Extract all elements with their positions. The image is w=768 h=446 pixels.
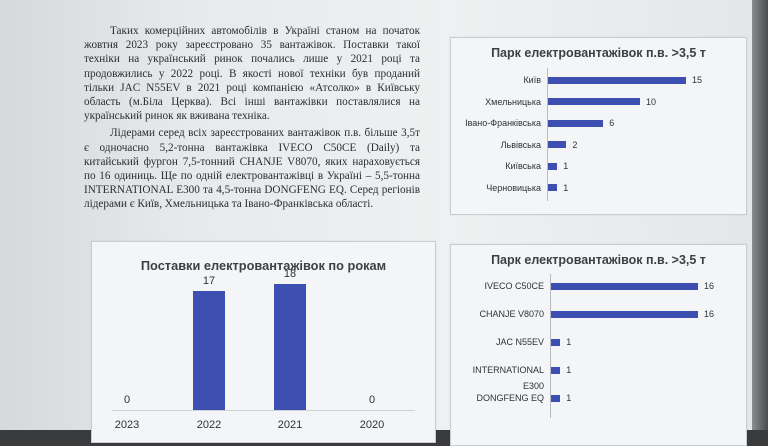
paragraph-1: Таких комерційних автомобілів в Україні … [84,25,420,123]
years-value-label: 0 [123,394,131,406]
regions-value-label: 15 [692,75,703,85]
regions-bar [548,162,558,170]
regions-chart-title: Парк електровантажівок п.в. >3,5 т [491,46,706,60]
years-value-label: 0 [368,394,376,406]
years-category-label: 2021 [277,419,303,431]
models-category-label: INTERNATIONAL E300 [472,365,544,391]
models-bar [551,338,561,346]
regions-chart-card: Парк електровантажівок п.в. >3,5 т Київ 1… [450,37,747,215]
regions-value-label: 2 [572,139,578,150]
models-value-label: 1 [566,365,572,375]
models-bar [551,366,561,374]
body-text: Таких комерційних автомобілів в Україні … [84,24,420,212]
years-chart-plot: 0 2023 17 2022 18 2021 0 2020 [92,242,435,442]
regions-category-label: Київська [505,161,541,171]
models-value-label: 16 [704,309,715,319]
years-chart-card: Поставки електровантажівок по рокам 0 202… [91,241,436,443]
paragraph-2: Лідерами серед всіх зареєстрованих ванта… [84,127,420,211]
regions-chart-plot: Київ 15 Хмельницька 10 Івано-Франківська 6 Льв… [451,68,746,208]
models-bar [551,394,561,402]
models-category-label: JAC N55EV [495,337,544,347]
years-baseline [112,410,415,411]
years-value-label: 17 [202,275,216,287]
years-bar [274,284,306,410]
models-chart-title: Парк електровантажівок п.в. >3,5 т [491,253,706,267]
regions-category-label: Івано-Франківська [465,118,541,128]
models-bar [551,282,698,290]
regions-bar [548,76,686,84]
models-value-label: 16 [704,281,715,291]
regions-category-label: Черновицька [486,182,541,193]
years-chart-title: Поставки електровантажівок по рокам [140,258,387,273]
regions-bar [548,184,558,191]
regions-bar [548,98,640,105]
regions-axis-line [547,68,548,201]
years-category-label: 2020 [359,419,385,431]
page-edge-shadow [752,0,768,430]
years-category-label: 2023 [114,419,140,431]
models-bar [551,310,698,318]
models-category-label: DONGFENG EQ [476,393,544,403]
regions-value-label: 6 [609,118,615,128]
regions-bar [548,141,567,148]
models-value-label: 1 [566,337,572,347]
regions-value-label: 10 [646,96,657,107]
models-category-label: IVECO C50CE [484,281,544,291]
regions-value-label: 1 [563,182,569,193]
models-chart-plot: IVECO C50CE 16 CHANJE V8070 16 JAC N55EV 1 INT… [451,273,746,443]
years-bar [193,291,225,410]
regions-category-label: Київ [523,75,541,85]
document-page: Таких комерційних автомобілів в Україні … [0,0,752,446]
models-value-label: 1 [566,393,572,403]
regions-category-label: Львівська [500,139,541,150]
regions-category-label: Хмельницька [485,96,541,107]
regions-value-label: 1 [563,161,569,171]
models-category-label: CHANJE V8070 [479,309,544,319]
models-axis-line [550,274,551,418]
years-category-label: 2022 [196,419,222,431]
years-value-label: 18 [283,268,297,280]
models-chart-card: Парк електровантажівок п.в. >3,5 т IVECO… [450,244,747,446]
regions-bar [548,119,604,127]
